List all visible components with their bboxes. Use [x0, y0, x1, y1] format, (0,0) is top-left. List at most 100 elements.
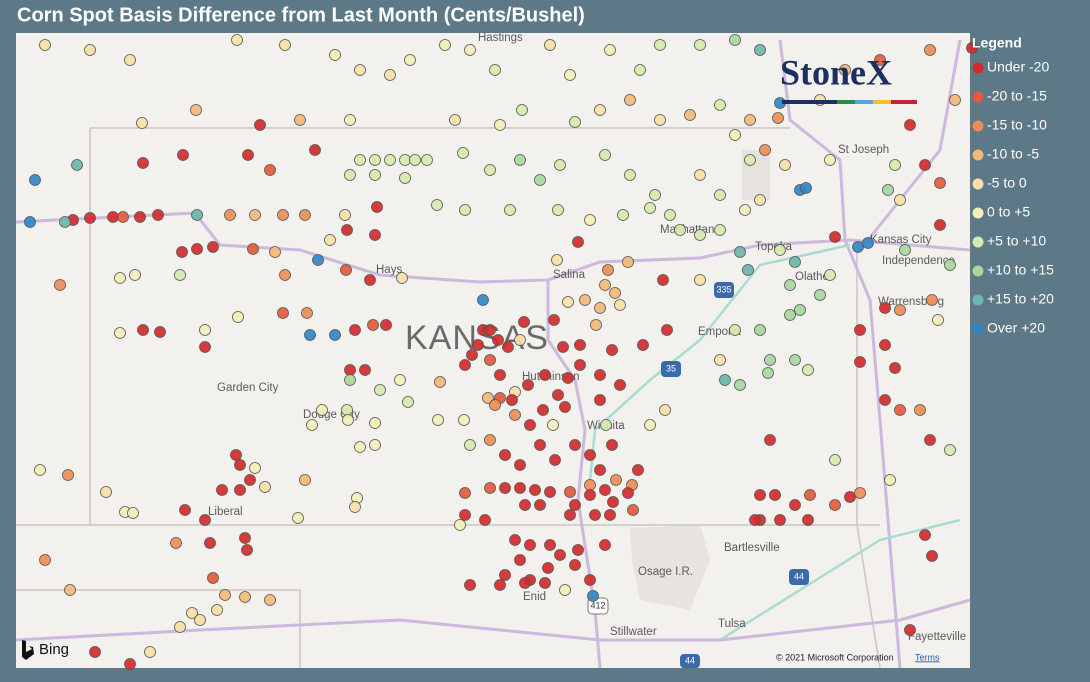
map-marker	[309, 144, 321, 156]
legend-title: Legend	[972, 35, 1022, 51]
map-marker	[802, 364, 814, 376]
map-marker	[609, 287, 621, 299]
map-marker	[384, 69, 396, 81]
map-marker	[879, 339, 891, 351]
map-marker	[537, 404, 549, 416]
map-marker	[464, 44, 476, 56]
map-marker	[744, 114, 756, 126]
map-marker	[374, 384, 386, 396]
map-marker	[191, 209, 203, 221]
map-marker	[824, 269, 836, 281]
map-marker	[554, 549, 566, 561]
place-label: Bartlesville	[724, 542, 780, 554]
map-marker	[472, 339, 484, 351]
map-marker	[569, 116, 581, 128]
map-marker	[239, 591, 251, 603]
map-marker	[824, 154, 836, 166]
map-marker	[829, 499, 841, 511]
map-marker	[454, 519, 466, 531]
map-marker	[602, 264, 614, 276]
map-marker	[599, 484, 611, 496]
map-marker	[459, 487, 471, 499]
place-label: Enid	[523, 591, 546, 603]
map-marker	[136, 117, 148, 129]
map-marker	[904, 119, 916, 131]
legend-label: +15 to +20	[987, 291, 1054, 307]
map-marker	[239, 532, 251, 544]
map-marker	[529, 484, 541, 496]
bing-text: Bing	[39, 641, 69, 658]
map-marker	[294, 114, 306, 126]
legend-swatch	[972, 178, 984, 190]
map-marker	[59, 216, 71, 228]
map-marker	[814, 289, 826, 301]
map-marker	[434, 376, 446, 388]
map-marker	[279, 39, 291, 51]
map-marker	[944, 259, 956, 271]
legend-swatch	[972, 323, 984, 335]
map-marker	[127, 507, 139, 519]
map-marker	[484, 354, 496, 366]
map-marker	[584, 479, 596, 491]
map-marker	[431, 199, 443, 211]
map-marker	[502, 341, 514, 353]
map-marker	[657, 274, 669, 286]
place-label: Independence	[882, 255, 955, 267]
legend-swatch	[972, 207, 984, 219]
map-marker	[879, 302, 891, 314]
map-marker	[694, 39, 706, 51]
map-marker	[894, 404, 906, 416]
map-marker	[574, 359, 586, 371]
map-marker	[714, 354, 726, 366]
map-marker	[232, 311, 244, 323]
map-marker	[966, 42, 978, 54]
interstate-44	[719, 518, 961, 642]
map-marker	[514, 554, 526, 566]
map-marker	[904, 624, 916, 636]
map-marker	[371, 201, 383, 213]
map-marker	[458, 414, 470, 426]
map-marker	[174, 621, 186, 633]
map-marker	[544, 39, 556, 51]
map-marker	[599, 149, 611, 161]
interstate-29	[778, 39, 902, 669]
map-marker	[949, 94, 961, 106]
map-marker	[632, 464, 644, 476]
map-marker	[594, 302, 606, 314]
map-marker	[749, 514, 761, 526]
place-label: Liberal	[208, 506, 243, 518]
map-marker	[547, 419, 559, 431]
legend-swatch	[972, 62, 984, 74]
map-marker	[234, 459, 246, 471]
map-marker	[557, 341, 569, 353]
map-marker	[714, 99, 726, 111]
map-marker	[241, 544, 253, 556]
terms-link[interactable]: Terms	[915, 652, 940, 662]
map-marker	[764, 354, 776, 366]
map-marker	[340, 264, 352, 276]
legend-label: +5 to +10	[987, 233, 1046, 249]
map-marker	[24, 216, 36, 228]
state-borders	[16, 127, 881, 669]
map-marker	[174, 269, 186, 281]
legend: Legend Under -20 -20 to -15 -15 to -10 -10 …	[972, 35, 1054, 336]
place-label: Hays	[376, 264, 402, 276]
map-marker	[354, 441, 366, 453]
map-marker	[114, 327, 126, 339]
map-marker	[569, 439, 581, 451]
map-marker	[84, 44, 96, 56]
map-marker	[199, 324, 211, 336]
place-label: Olathe	[795, 271, 829, 283]
map-marker	[464, 579, 476, 591]
shield-label: 412	[590, 600, 605, 610]
map-marker	[514, 482, 526, 494]
map-marker	[606, 344, 618, 356]
place-label: Stillwater	[610, 626, 657, 638]
map-marker	[316, 404, 328, 416]
map-marker	[729, 324, 741, 336]
map-marker	[562, 296, 574, 308]
place-label: Hastings	[478, 32, 523, 44]
markers	[24, 34, 978, 670]
map-marker	[124, 54, 136, 66]
map-marker	[349, 324, 361, 336]
